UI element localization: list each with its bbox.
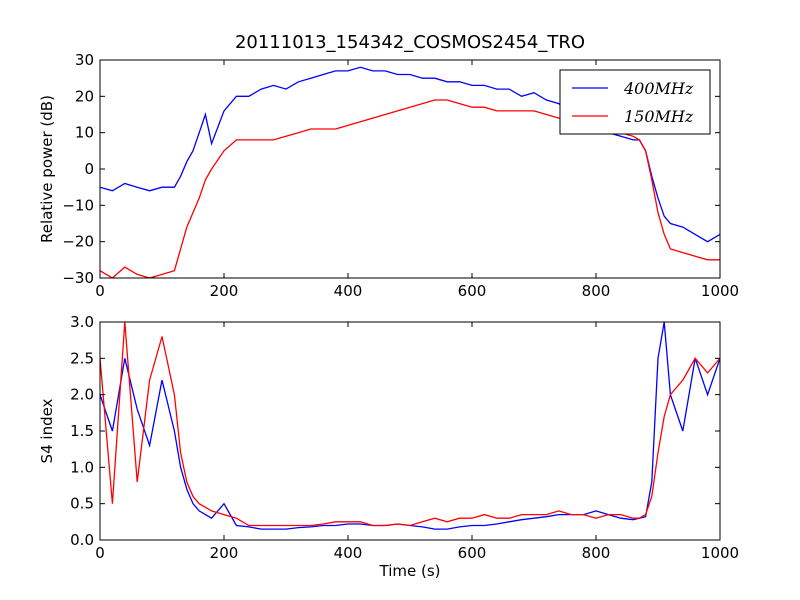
legend: 400MHz 150MHz [559,69,711,135]
y-tick-label: −10 [62,196,94,214]
y-tick-label: 1.5 [70,422,94,440]
y-tick-label: 0 [84,160,94,178]
legend-label: 400MHz [623,79,694,98]
y-axis-label: Relative power (dB) [38,95,56,243]
y-tick-label: 10 [75,124,94,142]
y-tick-label: 3.0 [70,313,94,331]
bottom-plot: 0 200 400 600 800 1000 0.0 0.5 1.0 1.5 2.0 2.5 3.0 S4… [38,313,739,580]
y-tick-label: 0.5 [70,495,94,513]
series-line-150mhz [100,322,720,527]
legend-label: 150MHz [624,107,694,126]
x-tick-label: 200 [210,544,239,562]
x-tick-label: 600 [458,282,487,300]
y-tick-label: 1.0 [70,458,94,476]
top-plot: 0 200 400 600 800 1000 −30 −20 −10 0 10 20 30 Relativ… [38,51,739,300]
series-line-400mhz [100,322,720,530]
y-axis-label: S4 index [38,398,56,463]
series-line-400mhz [100,66,720,243]
plot-frame [99,321,721,541]
y-tick-label: 2.0 [70,386,94,404]
x-tick-label: 600 [458,544,487,562]
x-tick-label: 1000 [701,544,739,562]
x-tick-label: 200 [210,282,239,300]
y-tick-label: 0.0 [70,531,94,549]
x-tick-label: 1000 [701,282,739,300]
chart-title: 20111013_154342_COSMOS2454_TRO [235,32,585,53]
y-tick-label: −30 [62,269,94,287]
x-tick-label: 400 [334,544,363,562]
x-tick-label: 400 [334,282,363,300]
y-tick-label: 20 [75,87,94,105]
x-tick-label: 800 [582,544,611,562]
y-tick-label: 30 [75,51,94,69]
x-tick-label: 0 [95,544,105,562]
x-tick-label: 800 [582,282,611,300]
x-tick-label: 0 [95,282,105,300]
series-line-150mhz [100,99,720,278]
y-tick-label: −20 [62,233,94,251]
x-axis-label: Time (s) [379,562,441,580]
y-tick-label: 2.5 [70,349,94,367]
